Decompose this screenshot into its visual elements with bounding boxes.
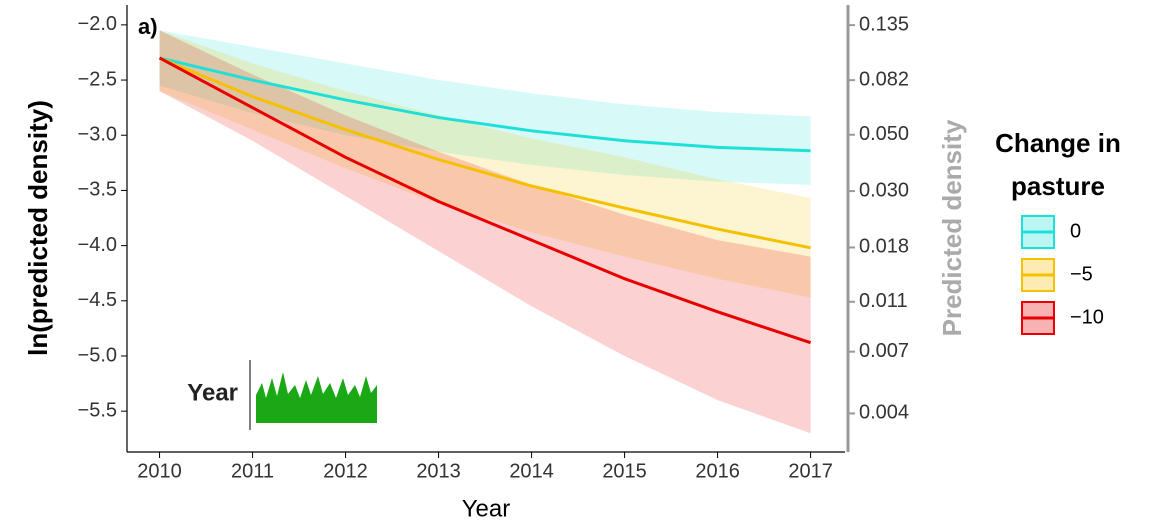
- y-tick-label: −2.5: [78, 68, 117, 90]
- y2-tick-label: 0.004: [859, 402, 909, 424]
- y2-tick-label: 0.082: [859, 68, 909, 90]
- y-axis-title: ln(predicted density): [23, 100, 53, 356]
- grass-icon: [256, 372, 377, 423]
- y-tick-label: −3.0: [78, 124, 117, 146]
- y-tick-label: −4.0: [78, 234, 117, 256]
- series-line: [158, 56, 812, 345]
- legend-label: −5: [1070, 263, 1093, 285]
- x-tick-label: 2011: [231, 460, 274, 482]
- y2-tick-label: 0.050: [859, 123, 909, 145]
- y2-tick-label: 0.135: [859, 13, 909, 35]
- panel-label: a): [138, 14, 158, 39]
- x-tick-label: 2017: [788, 460, 833, 482]
- series-line: [158, 56, 811, 250]
- y-tick-label: −4.5: [78, 289, 117, 311]
- x-tick-label: 2010: [137, 460, 182, 482]
- y2-tick-label: 0.007: [859, 340, 909, 362]
- inset-label: Year: [187, 379, 238, 406]
- series-line: [159, 56, 811, 153]
- y-tick-label: −2.0: [78, 13, 117, 35]
- x-tick-label: 2014: [509, 460, 554, 482]
- x-tick-label: 2013: [416, 460, 461, 482]
- x-axis-title: Year: [462, 495, 511, 522]
- legend-label: 0: [1070, 220, 1081, 242]
- y2-tick-label: 0.011: [859, 290, 908, 312]
- legend-label: −10: [1070, 306, 1104, 328]
- y-tick-label: −5.5: [78, 399, 117, 421]
- x-tick-label: 2012: [323, 460, 368, 482]
- y2-axis-title: Predicted density: [937, 119, 967, 336]
- confidence-band: [159, 30, 811, 185]
- y-tick-label: −3.5: [78, 179, 117, 201]
- y-tick-label: −5.0: [78, 344, 117, 366]
- confidence-band: [159, 30, 811, 298]
- legend-title: Change in pasture: [995, 128, 1121, 201]
- y2-tick-label: 0.030: [859, 179, 909, 201]
- x-tick-label: 2015: [602, 460, 647, 482]
- y2-tick-label: 0.018: [859, 236, 909, 258]
- confidence-band: [159, 30, 811, 434]
- x-tick-label: 2016: [695, 460, 740, 482]
